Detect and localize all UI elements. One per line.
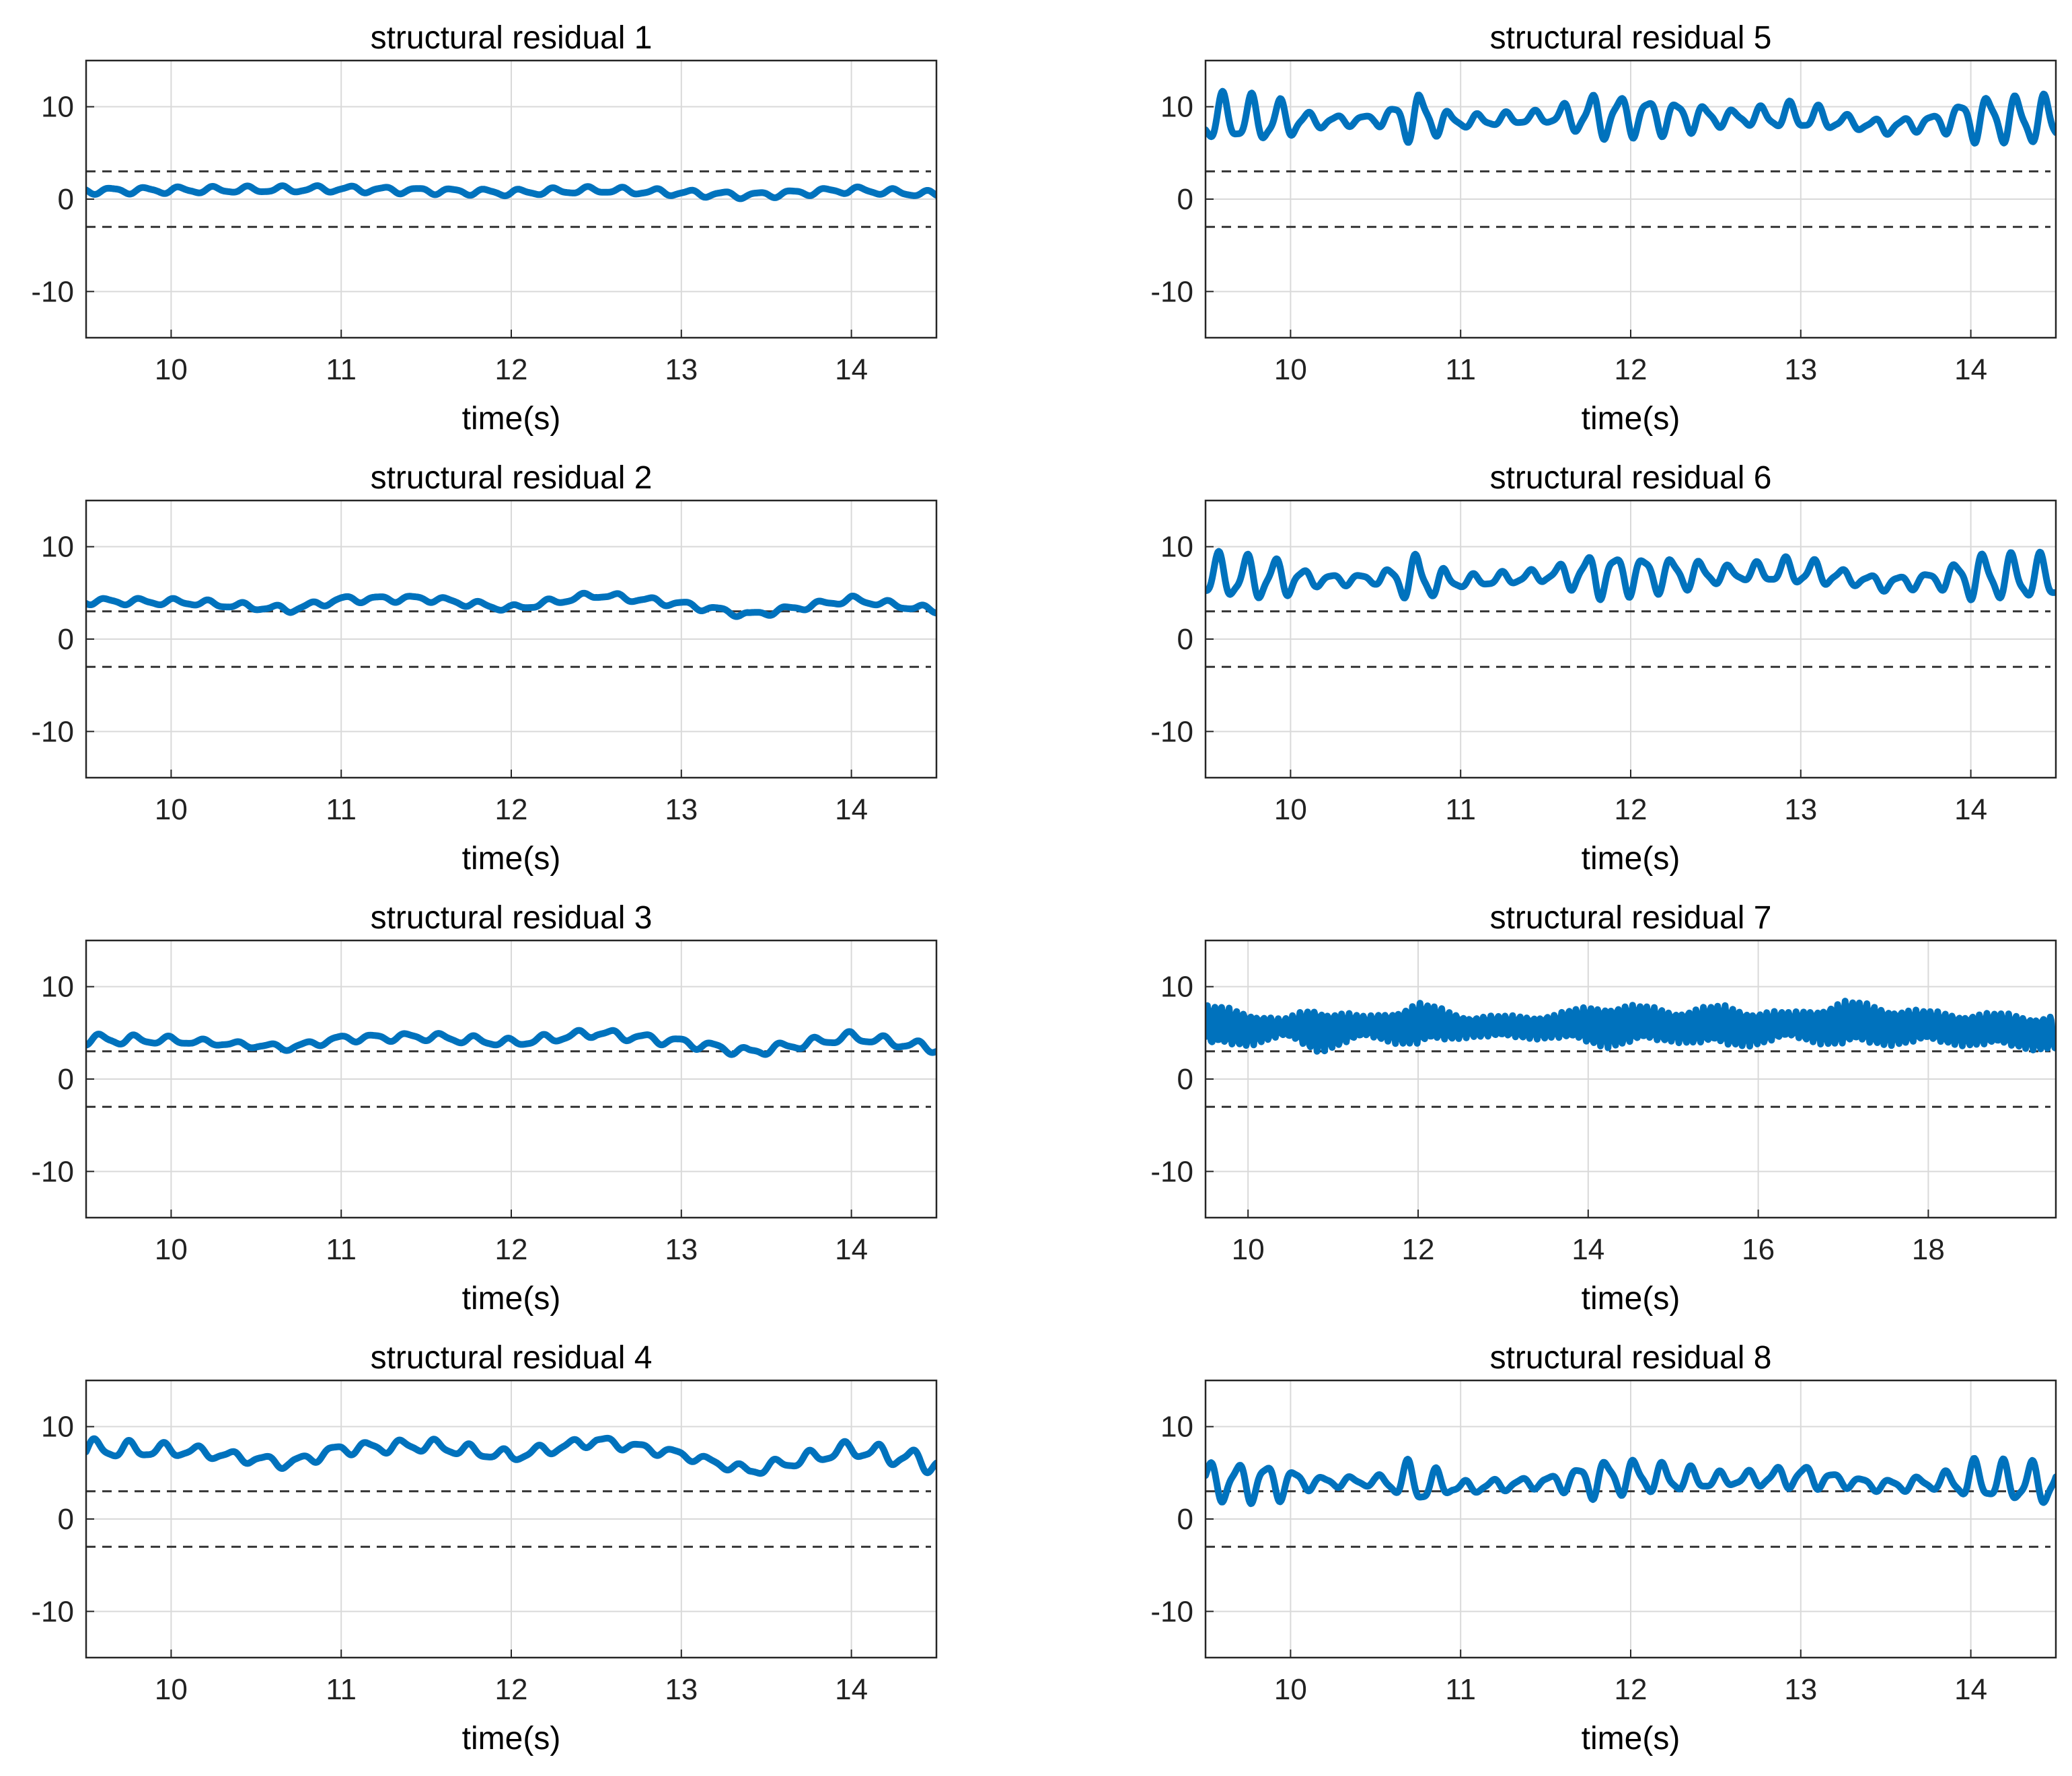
panel-title: structural residual 2	[371, 460, 653, 496]
x-tick-label: 18	[1912, 1233, 1945, 1266]
y-tick-label: 0	[58, 623, 74, 656]
x-tick-label: 12	[1402, 1233, 1435, 1266]
x-tick-label: 10	[155, 1673, 188, 1706]
x-tick-label: 10	[1232, 1233, 1265, 1266]
x-axis-label: time(s)	[1582, 1721, 1680, 1756]
x-tick-label: 14	[835, 793, 868, 826]
panel-3: 10 11 12 13 14 -10 0 10 structural residual 3 tim…	[31, 900, 938, 1317]
x-tick-label: 14	[835, 1673, 868, 1706]
y-tick-label: -10	[1150, 1155, 1193, 1188]
panel-title: structural residual 4	[371, 1340, 653, 1376]
y-tick-label: 10	[41, 971, 74, 1004]
x-tick-label: 11	[1445, 353, 1476, 386]
x-tick-label: 13	[1784, 1673, 1817, 1706]
x-axis-label: time(s)	[1582, 1281, 1680, 1317]
x-tick-label: 12	[495, 1673, 528, 1706]
x-tick-label: 12	[1615, 793, 1648, 826]
x-axis-label: time(s)	[1582, 401, 1680, 437]
residual-series-line	[86, 182, 936, 202]
x-axis-label: time(s)	[462, 841, 561, 877]
x-tick-label: 13	[665, 1233, 698, 1266]
y-tick-label: 10	[41, 531, 74, 564]
y-tick-label: 10	[1160, 531, 1193, 564]
x-tick-label: 10	[155, 1233, 188, 1266]
y-tick-label: 10	[1160, 91, 1193, 124]
x-tick-label: 13	[665, 353, 698, 386]
x-tick-label: 10	[1274, 353, 1307, 386]
x-tick-label: 13	[1784, 793, 1817, 826]
x-tick-label: 12	[495, 793, 528, 826]
y-tick-label: -10	[1150, 275, 1193, 308]
x-tick-label: 12	[1615, 353, 1648, 386]
x-tick-label: 12	[1615, 1673, 1648, 1706]
panel-title: structural residual 8	[1490, 1340, 1772, 1376]
x-axis-label: time(s)	[462, 1721, 561, 1756]
x-tick-label: 13	[665, 1673, 698, 1706]
residual-series-line	[1206, 998, 2056, 1055]
x-tick-label: 10	[1274, 793, 1307, 826]
x-tick-label: 11	[1445, 1673, 1476, 1706]
y-tick-label: 0	[1177, 183, 1193, 216]
residual-series-line	[86, 589, 936, 620]
residual-series-line	[86, 1434, 936, 1477]
residual-series-line	[1206, 1454, 2056, 1508]
x-tick-label: 14	[1571, 1233, 1604, 1266]
x-axis-label: time(s)	[462, 401, 561, 437]
x-tick-label: 14	[1954, 793, 1987, 826]
panel-6: 10 11 12 13 14 -10 0 10 structural residual 6 tim…	[1150, 460, 2057, 877]
x-tick-label: 10	[155, 793, 188, 826]
y-tick-label: 0	[58, 183, 74, 216]
y-tick-label: -10	[31, 715, 74, 748]
panel-2: 10 11 12 13 14 -10 0 10 structural residual 2 tim…	[31, 460, 938, 877]
x-tick-label: 14	[1954, 1673, 1987, 1706]
y-tick-label: 10	[1160, 1411, 1193, 1444]
x-tick-label: 14	[1954, 353, 1987, 386]
x-tick-label: 11	[326, 1233, 357, 1266]
y-tick-label: 0	[1177, 1503, 1193, 1536]
y-tick-label: 0	[1177, 1063, 1193, 1096]
panel-4: 10 11 12 13 14 -10 0 10 structural residual 4 tim…	[31, 1340, 938, 1756]
y-tick-label: -10	[31, 275, 74, 308]
y-tick-label: -10	[31, 1155, 74, 1188]
panel-5: 10 11 12 13 14 -10 0 10 structural residual 5 tim…	[1150, 20, 2057, 437]
panel-title: structural residual 3	[371, 900, 653, 936]
y-tick-label: -10	[31, 1595, 74, 1628]
x-axis-label: time(s)	[1582, 841, 1680, 877]
x-tick-label: 13	[1784, 353, 1817, 386]
x-tick-label: 14	[835, 1233, 868, 1266]
x-tick-label: 12	[495, 353, 528, 386]
y-tick-label: 10	[41, 91, 74, 124]
y-tick-label: 0	[1177, 623, 1193, 656]
y-tick-label: -10	[1150, 715, 1193, 748]
panel-1: 10 11 12 13 14 -10 0 10 structural residual 1 tim…	[31, 20, 938, 437]
panel-title: structural residual 5	[1490, 20, 1772, 56]
x-tick-label: 10	[1274, 1673, 1307, 1706]
residual-series-line	[86, 1027, 936, 1058]
x-tick-label: 11	[326, 1673, 357, 1706]
y-tick-label: 10	[1160, 971, 1193, 1004]
x-axis-label: time(s)	[462, 1281, 561, 1317]
y-tick-label: -10	[1150, 1595, 1193, 1628]
x-tick-label: 11	[326, 353, 357, 386]
x-tick-label: 14	[835, 353, 868, 386]
x-tick-label: 10	[155, 353, 188, 386]
panel-7: 10 12 14 16 18 -10 0 10 structural residual 7 tim…	[1150, 900, 2057, 1317]
y-tick-label: 0	[58, 1063, 74, 1096]
x-tick-label: 12	[495, 1233, 528, 1266]
residual-series-line	[1206, 548, 2056, 603]
panel-8: 10 11 12 13 14 -10 0 10 structural residual 8 tim…	[1150, 1340, 2057, 1756]
residual-series-line	[1206, 87, 2056, 147]
panel-title: structural residual 1	[371, 20, 653, 56]
x-tick-label: 11	[326, 793, 357, 826]
x-tick-label: 16	[1742, 1233, 1775, 1266]
y-tick-label: 10	[41, 1411, 74, 1444]
y-tick-label: 0	[58, 1503, 74, 1536]
x-tick-label: 11	[1445, 793, 1476, 826]
panel-title: structural residual 6	[1490, 460, 1772, 496]
panel-title: structural residual 7	[1490, 900, 1772, 936]
x-tick-label: 13	[665, 793, 698, 826]
